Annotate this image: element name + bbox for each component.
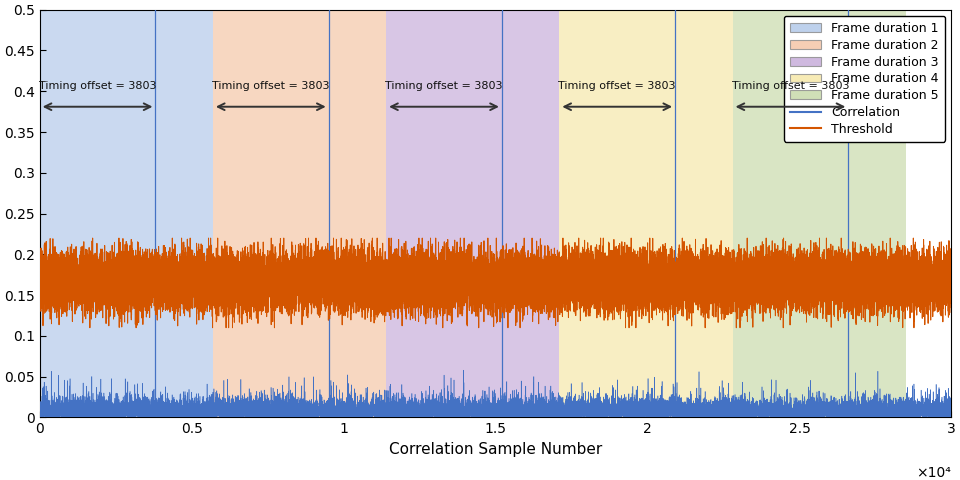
Legend: Frame duration 1, Frame duration 2, Frame duration 3, Frame duration 4, Frame du: Frame duration 1, Frame duration 2, Fram… (783, 16, 946, 142)
Bar (39, 10, 213, 418)
X-axis label: Correlation Sample Number: Correlation Sample Number (389, 442, 602, 457)
Bar (213, 10, 386, 418)
Text: Timing offset = 3803: Timing offset = 3803 (559, 81, 676, 91)
Text: Timing offset = 3803: Timing offset = 3803 (385, 81, 503, 91)
Text: Timing offset = 3803: Timing offset = 3803 (732, 81, 850, 91)
Text: ×10⁴: ×10⁴ (917, 467, 951, 480)
Bar (386, 10, 560, 418)
Bar (560, 10, 732, 418)
Text: Timing offset = 3803: Timing offset = 3803 (212, 81, 329, 91)
Bar (732, 10, 906, 418)
Text: Timing offset = 3803: Timing offset = 3803 (38, 81, 156, 91)
